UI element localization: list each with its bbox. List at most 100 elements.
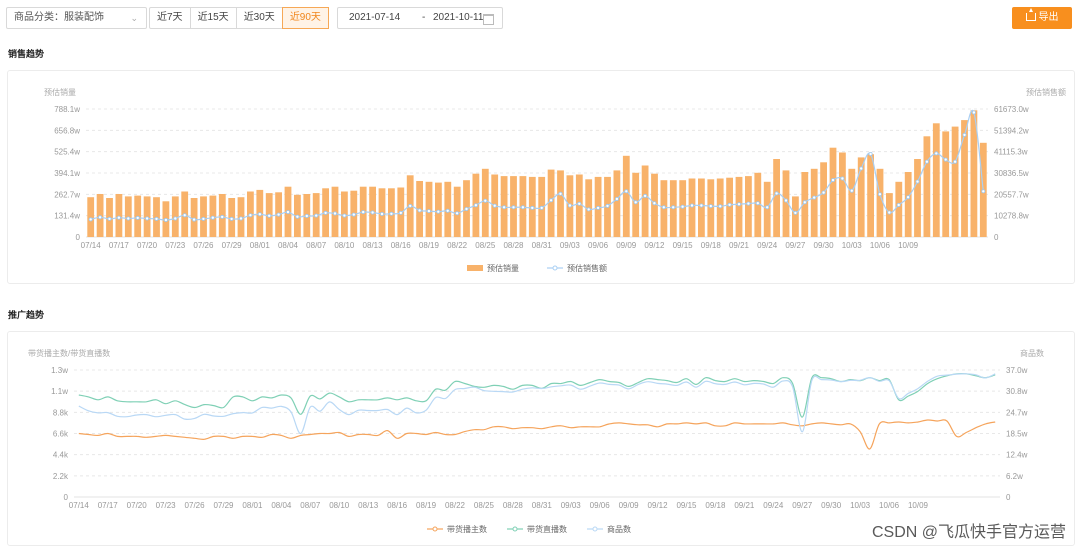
- series-point: [934, 151, 939, 156]
- y2-axis-title: 预估销售额: [1026, 87, 1066, 97]
- series-point: [389, 211, 394, 216]
- series-point: [690, 203, 695, 208]
- series-point: [737, 202, 742, 207]
- series-point: [887, 210, 892, 215]
- y2-tick-label: 51394.2w: [994, 126, 1029, 135]
- series-point: [802, 200, 807, 205]
- y2-tick-label: 0: [1006, 493, 1011, 502]
- y-axis-title: 带货播主数/带货直播数: [28, 348, 110, 358]
- x-tick-label: 08/31: [532, 501, 553, 510]
- bar: [867, 154, 874, 237]
- series-point: [821, 190, 826, 195]
- x-tick-label: 09/30: [814, 241, 835, 250]
- series-point: [445, 208, 450, 213]
- bar: [951, 126, 959, 237]
- bar: [810, 168, 818, 237]
- legend-label: 预估销量: [487, 263, 519, 273]
- range-15-days-button[interactable]: 近15天: [191, 8, 237, 28]
- bar: [651, 173, 658, 237]
- bar: [707, 179, 715, 237]
- series-point: [436, 209, 441, 214]
- range-30-days-button[interactable]: 近30天: [237, 8, 283, 28]
- bar: [904, 172, 912, 237]
- x-tick-label: 07/17: [109, 241, 130, 250]
- x-tick-label: 08/07: [306, 241, 327, 250]
- legend-marker: [432, 526, 438, 532]
- series-point: [220, 214, 225, 219]
- x-tick-label: 09/27: [785, 241, 806, 250]
- x-tick-label: 08/25: [475, 241, 496, 250]
- series-point: [511, 205, 516, 210]
- x-tick-label: 07/20: [137, 241, 158, 250]
- series-point: [643, 193, 648, 198]
- series-point: [295, 214, 300, 219]
- series-point: [943, 157, 948, 162]
- bar: [829, 147, 837, 237]
- series-point: [915, 179, 920, 184]
- x-tick-label: 09/06: [588, 241, 609, 250]
- x-tick-label: 09/12: [644, 241, 665, 250]
- x-tick-label: 07/23: [165, 241, 186, 250]
- bar: [726, 177, 733, 237]
- range-7-days-button[interactable]: 近7天: [150, 8, 191, 28]
- legend-label: 预估销售额: [567, 263, 607, 273]
- date-range-picker[interactable]: 2021-07-14 - 2021-10-11: [337, 7, 503, 29]
- date-start: 2021-07-14: [349, 12, 401, 23]
- category-select[interactable]: 商品分类：服装配饰 ⌄: [6, 7, 147, 29]
- series-point: [173, 216, 178, 221]
- bar: [820, 162, 827, 237]
- export-button[interactable]: 导出: [1012, 7, 1072, 29]
- x-tick-label: 10/06: [879, 501, 900, 510]
- promo-section-title: 推广趋势: [8, 310, 45, 320]
- y2-tick-label: 41115.3w: [994, 148, 1028, 157]
- series-point: [699, 203, 704, 208]
- series-point: [708, 204, 713, 209]
- series-point: [784, 198, 789, 203]
- bar: [923, 136, 931, 237]
- x-tick-label: 08/10: [334, 241, 355, 250]
- x-tick-label: 07/23: [156, 501, 177, 510]
- bar: [698, 178, 705, 237]
- series-point: [727, 202, 732, 207]
- series-point: [793, 210, 798, 215]
- series-point: [398, 210, 403, 215]
- x-tick-label: 08/04: [278, 241, 299, 250]
- series-point: [98, 215, 103, 220]
- y2-tick-label: 0: [994, 233, 999, 242]
- bar: [688, 178, 696, 237]
- x-tick-label: 09/18: [701, 241, 722, 250]
- bar: [613, 170, 621, 237]
- series-point: [896, 202, 901, 207]
- bar: [763, 181, 771, 237]
- series-point: [633, 200, 638, 205]
- x-tick-label: 08/01: [250, 241, 271, 250]
- series-line: [78, 419, 996, 450]
- y2-tick-label: 24.7w: [1006, 408, 1028, 417]
- x-tick-label: 07/29: [213, 501, 234, 510]
- y2-tick-label: 10278.8w: [994, 212, 1029, 221]
- series-point: [520, 205, 525, 210]
- bar: [773, 159, 780, 237]
- series-point: [831, 178, 836, 183]
- x-tick-label: 10/03: [842, 241, 863, 250]
- x-tick-label: 09/18: [705, 501, 726, 510]
- toolbar: 商品分类：服装配饰 ⌄ 近7天 近15天 近30天 近90天 2021-07-1…: [6, 7, 1074, 29]
- series-point: [596, 205, 601, 210]
- bar: [886, 193, 893, 237]
- promo-chart-panel: 带货播主数/带货直播数 商品数 0 0 2.2k 6.2w 4.4k 12.4w 6.6k 18.…: [7, 331, 1075, 546]
- bar: [87, 197, 95, 237]
- series-point: [671, 205, 676, 210]
- x-tick-label: 08/13: [358, 501, 379, 510]
- series-point: [126, 216, 131, 221]
- x-tick-label: 07/14: [69, 501, 90, 510]
- series-point: [812, 195, 817, 200]
- y-tick-label: 394.1w: [54, 169, 80, 178]
- x-tick-label: 07/14: [81, 241, 102, 250]
- range-90-days-button[interactable]: 近90天: [281, 7, 329, 29]
- series-point: [614, 197, 619, 202]
- series-point: [379, 211, 384, 216]
- y-tick-label: 525.4w: [54, 148, 80, 157]
- x-tick-label: 08/16: [387, 501, 408, 510]
- y2-tick-label: 12.4w: [1006, 451, 1028, 460]
